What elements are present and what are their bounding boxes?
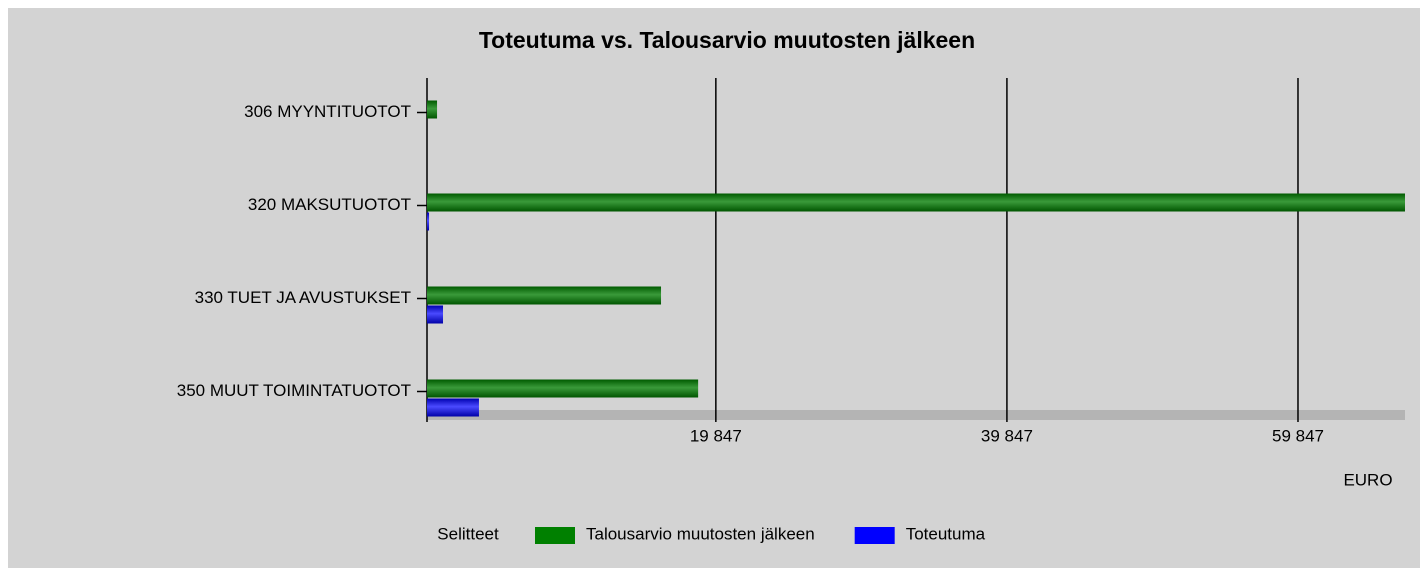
bar (427, 398, 479, 417)
y-tick-label: 320 MAKSUTUOTOT (248, 195, 411, 214)
bar (427, 100, 438, 119)
x-tick-label: 19 847 (690, 426, 742, 445)
bar (427, 212, 430, 231)
floor (427, 410, 1405, 420)
background (8, 8, 1420, 568)
legend-swatch (535, 527, 575, 544)
bar (427, 193, 1405, 212)
legend-label: Talousarvio muutosten jälkeen (586, 524, 815, 543)
y-tick-label: 306 MYYNTITUOTOT (244, 102, 411, 121)
legend-swatch (854, 527, 895, 544)
x-tick-label: 39 847 (981, 426, 1033, 445)
bar (427, 305, 444, 324)
chart-title: Toteutuma vs. Talousarvio muutosten jälk… (479, 27, 975, 53)
legend-title: Selitteet (437, 524, 499, 543)
y-tick-label: 350 MUUT TOIMINTATUOTOT (177, 381, 411, 400)
bar (427, 286, 662, 305)
x-tick-label: 59 847 (1272, 426, 1324, 445)
y-tick-label: 330 TUET JA AVUSTUKSET (195, 288, 411, 307)
bar (427, 379, 699, 398)
legend-label: Toteutuma (906, 524, 986, 543)
x-axis-label: EURO (1343, 470, 1392, 489)
